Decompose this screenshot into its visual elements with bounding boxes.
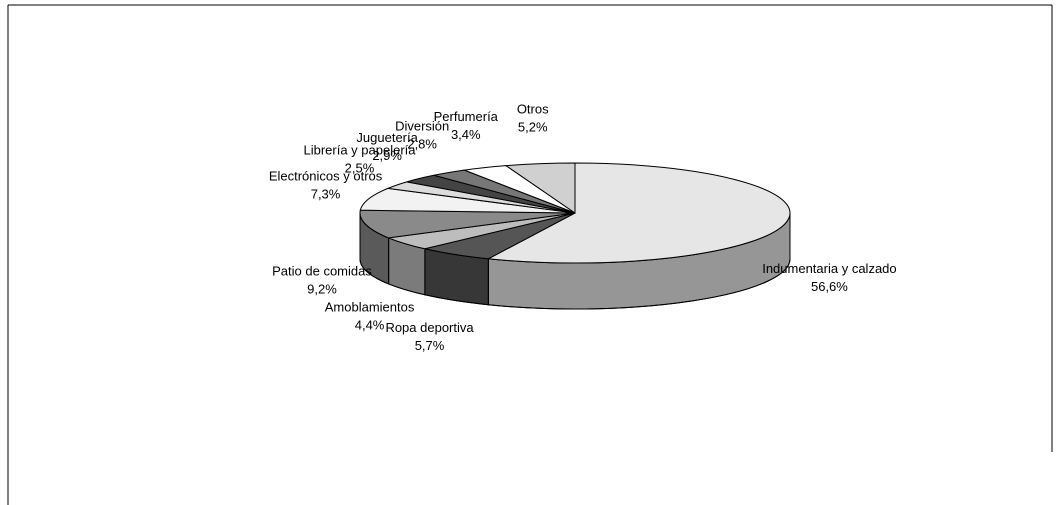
slice-label: Amoblamientos xyxy=(325,300,415,315)
slice-value-label: 4,4% xyxy=(355,318,385,333)
pie-slice xyxy=(359,209,576,239)
slice-value-label: 2,8% xyxy=(407,137,437,152)
slice-label: Ropa deportiva xyxy=(385,320,474,335)
slice-value-label: 2,5% xyxy=(345,160,375,175)
slice-value-label: 2,9% xyxy=(372,148,402,163)
slice-label: Perfumería xyxy=(434,109,499,124)
pie-slice xyxy=(486,162,791,264)
slice-label: Juguetería xyxy=(356,130,418,145)
pie-slice xyxy=(504,162,576,214)
slice-label: Patio de comidas xyxy=(272,263,372,278)
slice-value-label: 56,6% xyxy=(811,279,848,294)
slice-label: Electrónicos y otros xyxy=(269,169,383,184)
slice-value-label: 5,7% xyxy=(415,338,445,353)
slice-label: Diversión xyxy=(395,119,449,134)
slice-value-label: 5,2% xyxy=(518,120,548,135)
slice-value-label: 9,2% xyxy=(307,281,337,296)
slice-value-label: 7,3% xyxy=(311,187,341,202)
slice-label: Indumentaria y calzado xyxy=(762,261,896,276)
slice-label: Librería y papelería xyxy=(303,142,416,157)
slice-value-label: 3,4% xyxy=(451,127,481,142)
slice-label: Otros xyxy=(517,102,549,117)
pie-slice xyxy=(359,187,576,214)
